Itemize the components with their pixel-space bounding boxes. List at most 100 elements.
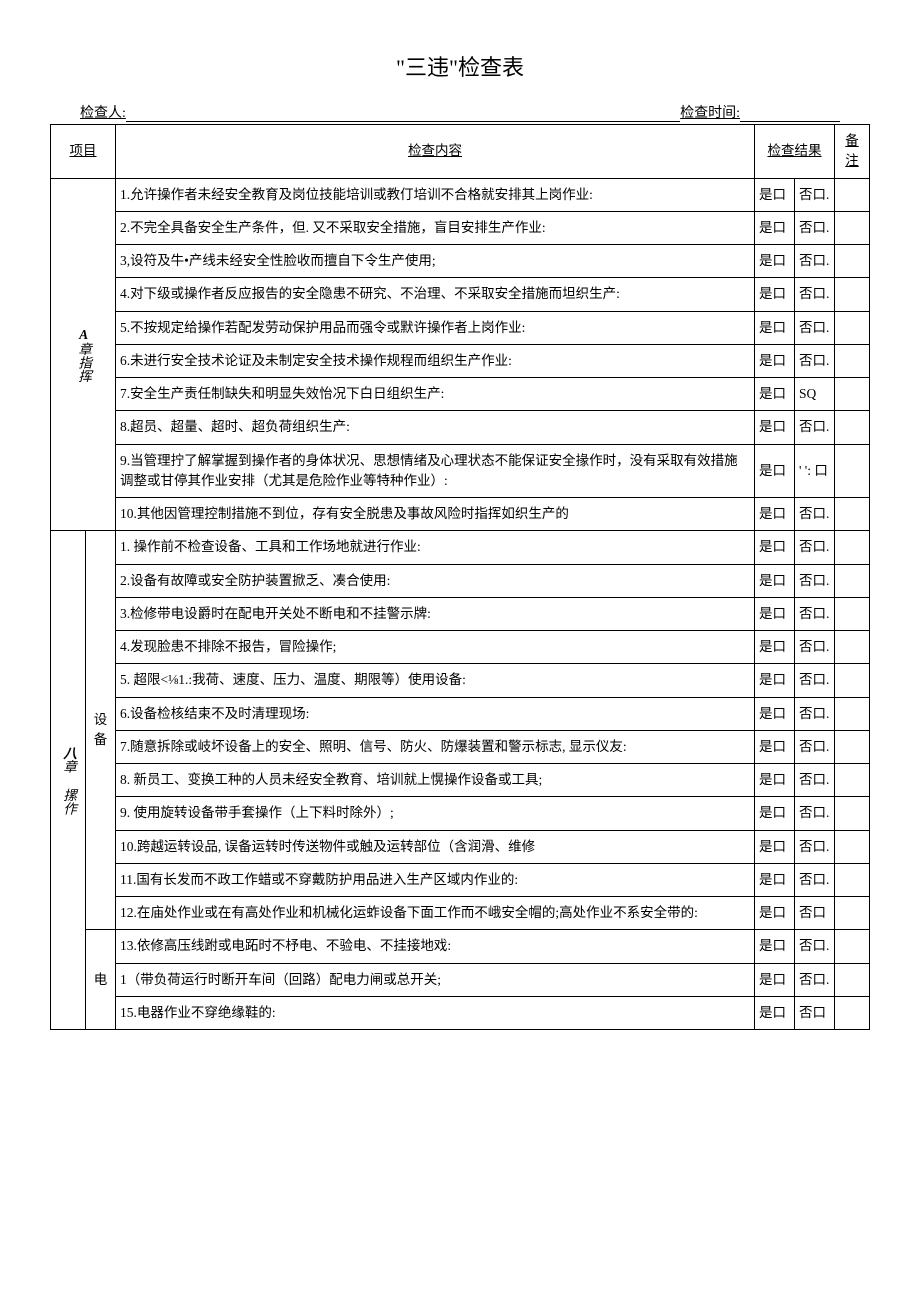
result-no: 否口.	[795, 664, 835, 697]
result-no: 否口.	[795, 863, 835, 896]
table-row: 2.设备有故障或安全防护装置掀乏、凑合使用: 是口 否口.	[51, 564, 870, 597]
table-row: 10.跨越运转设品, 误备运转时传送物件或触及运转部位（含润滑、维修 是口 否口…	[51, 830, 870, 863]
remark-cell	[835, 411, 870, 444]
table-row: 4.发现脸患不排除不报告，冒险操作; 是口 否口.	[51, 631, 870, 664]
table-row: 6.设备检核结束不及时清理现场: 是口 否口.	[51, 697, 870, 730]
content-cell: 1.允许操作者未经安全教育及岗位技能培训或教仃培训不合格就安排其上岗作业:	[116, 178, 755, 211]
result-no: 否口.	[795, 178, 835, 211]
content-cell: 15.电器作业不穿绝缘鞋的:	[116, 996, 755, 1029]
result-no: 否口.	[795, 211, 835, 244]
result-no: 否口.	[795, 597, 835, 630]
content-cell: 5.不按规定给操作若配发劳动保护用品而强令或默许操作者上岗作业:	[116, 311, 755, 344]
content-cell: 13.依修高压线跗或电跖时不杼电、不验电、不挂接地戏:	[116, 930, 755, 963]
table-row: 7.安全生产责任制缺失和明显失效怡况下白日组织生产: 是口 SQ	[51, 378, 870, 411]
result-no: 否口.	[795, 498, 835, 531]
section-a-label: A章指挥	[51, 178, 116, 531]
remark-cell	[835, 444, 870, 498]
result-no: 否口.	[795, 531, 835, 564]
result-no: 否口.	[795, 245, 835, 278]
remark-cell	[835, 498, 870, 531]
table-row: 4.对下级或操作者反应报告的安全隐患不研究、不治理、不采取安全措施而坦织生产: …	[51, 278, 870, 311]
table-row: 8. 新员工、变换工种的人员未经安全教育、培训就上愰操作设备或工具; 是口 否口…	[51, 764, 870, 797]
remark-cell	[835, 963, 870, 996]
result-yes: 是口	[755, 311, 795, 344]
content-cell: 2.设备有故障或安全防护装置掀乏、凑合使用:	[116, 564, 755, 597]
header-project: 项目	[51, 125, 116, 179]
result-yes: 是口	[755, 764, 795, 797]
result-no: 否口.	[795, 797, 835, 830]
result-yes: 是口	[755, 830, 795, 863]
table-row: 3,设符及牛•产线未经安全性脸收而擅自下令生产使用; 是口 否口.	[51, 245, 870, 278]
content-cell: 10.其他因管理控制措施不到位，存有安全脱患及事故风险时指挥如织生产的	[116, 498, 755, 531]
table-row: 8.超员、超量、超时、超负荷组织生产: 是口 否口.	[51, 411, 870, 444]
table-row: 1（带负荷运行时断开车间（回路）配电力闸或总开关; 是口 否口.	[51, 963, 870, 996]
result-yes: 是口	[755, 564, 795, 597]
inspector-label: 检查人:	[80, 102, 126, 122]
remark-cell	[835, 930, 870, 963]
content-cell: 3.检修带电设爵时在配电开关处不断电和不挂警示牌:	[116, 597, 755, 630]
table-row: 八章 摞作 设备 1. 操作前不检查设备、工具和工作场地就进行作业: 是口 否口…	[51, 531, 870, 564]
result-no: 否口.	[795, 697, 835, 730]
content-cell: 9.当管理拧了解掌握到操作者的身体状况、思想情绪及心理状态不能保证安全掾作时，没…	[116, 444, 755, 498]
result-no: 否口.	[795, 830, 835, 863]
content-cell: 4.对下级或操作者反应报告的安全隐患不研究、不治理、不采取安全措施而坦织生产:	[116, 278, 755, 311]
inspector-value	[126, 102, 680, 122]
result-yes: 是口	[755, 444, 795, 498]
result-yes: 是口	[755, 178, 795, 211]
result-yes: 是口	[755, 963, 795, 996]
remark-cell	[835, 211, 870, 244]
table-row: 7.随意拆除或岐坏设备上的安全、照明、信号、防火、防爆装置和警示标志, 显示仪友…	[51, 730, 870, 763]
content-cell: 3,设符及牛•产线未经安全性脸收而擅自下令生产使用;	[116, 245, 755, 278]
subcat-equipment: 设备	[86, 531, 116, 930]
subcat-electric: 电	[86, 930, 116, 1030]
table-row: 10.其他因管理控制措施不到位，存有安全脱患及事故风险时指挥如织生产的 是口 否…	[51, 498, 870, 531]
content-cell: 12.在庙处作业或在有高处作业和机械化运蚱设备下面工作而不峨安全帽的;高处作业不…	[116, 897, 755, 930]
result-yes: 是口	[755, 631, 795, 664]
remark-cell	[835, 830, 870, 863]
table-row: 2.不完全具备安全生产条件，但. 又不采取安全措施，盲目安排生产作业: 是口 否…	[51, 211, 870, 244]
remark-cell	[835, 631, 870, 664]
remark-cell	[835, 378, 870, 411]
result-yes: 是口	[755, 797, 795, 830]
content-cell: 1. 操作前不检查设备、工具和工作场地就进行作业:	[116, 531, 755, 564]
content-cell: 7.安全生产责任制缺失和明显失效怡况下白日组织生产:	[116, 378, 755, 411]
table-row: 电 13.依修高压线跗或电跖时不杼电、不验电、不挂接地戏: 是口 否口.	[51, 930, 870, 963]
table-row: 9. 使用旋转设备带手套操作（上下料时除外）; 是口 否口.	[51, 797, 870, 830]
result-no: 否口.	[795, 278, 835, 311]
result-yes: 是口	[755, 897, 795, 930]
result-no: 否口.	[795, 564, 835, 597]
result-yes: 是口	[755, 863, 795, 896]
result-yes: 是口	[755, 211, 795, 244]
page-title: "三违"检查表	[50, 50, 870, 82]
result-no: 否口	[795, 897, 835, 930]
content-cell: 8.超员、超量、超时、超负荷组织生产:	[116, 411, 755, 444]
content-cell: 2.不完全具备安全生产条件，但. 又不采取安全措施，盲目安排生产作业:	[116, 211, 755, 244]
time-label: 检查时间:	[680, 102, 740, 122]
table-row: 6.未进行安全技术论证及未制定安全技术操作规程而组织生产作业: 是口 否口.	[51, 344, 870, 377]
result-no: 否口.	[795, 764, 835, 797]
result-yes: 是口	[755, 498, 795, 531]
remark-cell	[835, 278, 870, 311]
result-no: 否口.	[795, 344, 835, 377]
content-cell: 4.发现脸患不排除不报告，冒险操作;	[116, 631, 755, 664]
remark-cell	[835, 311, 870, 344]
table-row: 3.检修带电设爵时在配电开关处不断电和不挂警示牌: 是口 否口.	[51, 597, 870, 630]
result-yes: 是口	[755, 411, 795, 444]
result-yes: 是口	[755, 664, 795, 697]
content-cell: 8. 新员工、变换工种的人员未经安全教育、培训就上愰操作设备或工具;	[116, 764, 755, 797]
content-cell: 6.设备检核结束不及时清理现场:	[116, 697, 755, 730]
inspection-table: 项目 检查内容 检查结果 备注 A章指挥 1.允许操作者未经安全教育及岗位技能培…	[50, 124, 870, 1030]
remark-cell	[835, 245, 870, 278]
table-row: 15.电器作业不穿绝缘鞋的: 是口 否口	[51, 996, 870, 1029]
remark-cell	[835, 664, 870, 697]
table-row: 9.当管理拧了解掌握到操作者的身体状况、思想情绪及心理状态不能保证安全掾作时，没…	[51, 444, 870, 498]
result-no: SQ	[795, 378, 835, 411]
remark-cell	[835, 597, 870, 630]
header-result: 检查结果	[755, 125, 835, 179]
remark-cell	[835, 531, 870, 564]
remark-cell	[835, 697, 870, 730]
remark-cell	[835, 996, 870, 1029]
result-no: 否口.	[795, 930, 835, 963]
result-yes: 是口	[755, 730, 795, 763]
time-value	[740, 102, 840, 122]
